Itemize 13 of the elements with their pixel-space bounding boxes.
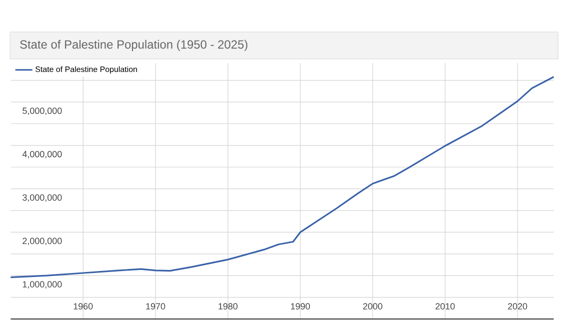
x-tick-label: 2020 [508, 303, 528, 310]
x-tick-label: 1960 [74, 303, 93, 310]
chart-title: State of Palestine Population (1950 - 2025) [20, 40, 248, 52]
x-tick-label: 1990 [291, 303, 310, 310]
y-tick-label: 5,000,000 [22, 108, 62, 115]
y-tick-label: 2,000,000 [22, 238, 62, 246]
x-tick-label: 1980 [218, 303, 238, 310]
y-tick-label: 4,000,000 [22, 150, 62, 158]
x-tick-label: 1970 [146, 303, 166, 310]
x-tick-label: 2000 [363, 303, 382, 310]
x-tick-label: 2010 [436, 303, 455, 310]
y-tick-label: 1,000,000 [22, 281, 62, 289]
y-tick-label: 3,000,000 [22, 194, 62, 202]
